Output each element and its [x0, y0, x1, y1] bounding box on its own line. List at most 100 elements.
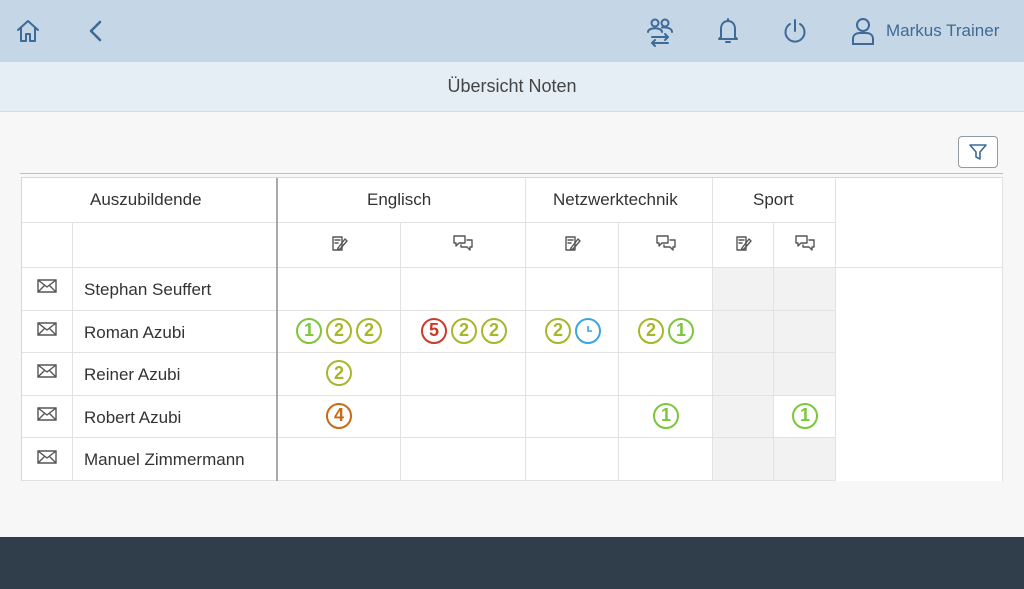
grade-cell[interactable] — [774, 353, 836, 396]
home-icon — [17, 20, 39, 42]
grade-badge[interactable]: 2 — [638, 317, 664, 344]
column-header-label: Auszubildende — [90, 190, 202, 209]
grade-cell[interactable] — [713, 353, 774, 396]
mail-button[interactable] — [22, 353, 73, 396]
exam-icon — [562, 233, 582, 258]
exam-icon — [329, 233, 349, 258]
header-blank-cell — [22, 223, 73, 268]
grade-cell[interactable] — [401, 438, 526, 481]
mail-icon — [36, 405, 58, 428]
grade-cell[interactable] — [619, 353, 713, 396]
grade-cell[interactable] — [713, 268, 774, 311]
grade-cell[interactable] — [619, 438, 713, 481]
header-filler-cell — [836, 178, 1003, 268]
column-header-trainees[interactable]: Auszubildende — [22, 178, 277, 223]
grade-badge[interactable]: 2 — [326, 360, 352, 387]
grade-cell[interactable] — [774, 310, 836, 354]
subcolumn-header-oral[interactable] — [401, 223, 526, 268]
grade-badge[interactable]: 2 — [481, 317, 507, 344]
filter-icon — [969, 144, 987, 160]
shell-header: Markus Trainer — [0, 0, 1024, 62]
grade-cell[interactable] — [526, 438, 619, 481]
bell-icon — [718, 18, 738, 43]
grade-cell[interactable] — [713, 310, 774, 354]
subcolumn-header-oral[interactable] — [774, 223, 836, 268]
subject-header-sport[interactable]: Sport — [713, 178, 836, 223]
trainee-name-cell[interactable]: Reiner Azubi — [73, 353, 277, 396]
trainee-name-cell[interactable]: Roman Azubi — [73, 310, 277, 354]
grade-cell[interactable] — [713, 438, 774, 481]
pending-grade-clock-icon[interactable] — [575, 317, 601, 344]
trainee-name: Reiner Azubi — [84, 365, 181, 385]
grade-cell[interactable] — [277, 268, 401, 311]
grade-cell[interactable] — [401, 395, 526, 439]
subject-header-netzwerktechnik[interactable]: Netzwerktechnik — [526, 178, 713, 223]
oral-icon — [794, 233, 816, 258]
user-menu[interactable]: Markus Trainer — [850, 13, 999, 49]
grade-badge[interactable]: 1 — [653, 402, 679, 429]
grade-cell[interactable]: 1 — [774, 395, 836, 439]
grade-cell[interactable] — [526, 268, 619, 311]
grade-cell[interactable] — [619, 268, 713, 311]
grade-badge[interactable]: 2 — [451, 317, 477, 344]
footer-bar — [0, 537, 1024, 589]
trainee-name-cell[interactable]: Stephan Seuffert — [73, 268, 277, 311]
switch-users-button[interactable] — [642, 13, 678, 49]
trainee-name-cell[interactable]: Robert Azubi — [73, 395, 277, 439]
toolbar-divider — [20, 173, 1003, 174]
grade-badge[interactable]: 4 — [326, 402, 352, 429]
grade-badge[interactable]: 5 — [421, 317, 447, 344]
subject-label: Netzwerktechnik — [553, 190, 678, 209]
user-icon — [852, 18, 874, 45]
subject-header-englisch[interactable]: Englisch — [277, 178, 526, 223]
subcolumn-header-exam[interactable] — [526, 223, 619, 268]
filter-button[interactable] — [958, 136, 998, 168]
mail-button[interactable] — [22, 395, 73, 439]
grade-cell[interactable] — [713, 395, 774, 439]
grade-badge[interactable]: 1 — [668, 317, 694, 344]
trainee-name: Stephan Seuffert — [84, 280, 212, 299]
grade-cell[interactable] — [401, 353, 526, 396]
mail-button[interactable] — [22, 268, 73, 311]
grade-badge[interactable]: 2 — [356, 317, 382, 344]
subcolumn-header-exam[interactable] — [713, 223, 774, 268]
mail-button[interactable] — [22, 310, 73, 354]
grade-cell[interactable] — [526, 395, 619, 439]
grade-badge[interactable]: 2 — [545, 317, 571, 344]
subcolumn-header-oral[interactable] — [619, 223, 713, 268]
grade-cell[interactable]: 1 — [619, 395, 713, 439]
mail-icon — [36, 277, 58, 300]
subject-label: Sport — [753, 190, 794, 209]
trainee-name-cell[interactable]: Manuel Zimmermann — [73, 438, 277, 481]
home-button[interactable] — [10, 13, 46, 49]
grade-badge[interactable]: 1 — [792, 402, 818, 429]
trainee-name: Roman Azubi — [84, 322, 186, 342]
grade-cell[interactable]: 2 — [277, 353, 401, 396]
mail-icon — [36, 362, 58, 385]
grade-badge[interactable]: 2 — [326, 317, 352, 344]
user-name: Markus Trainer — [886, 21, 1000, 40]
notifications-button[interactable] — [710, 13, 746, 49]
oral-icon — [655, 233, 677, 258]
page-header: Übersicht Noten — [0, 62, 1024, 112]
mail-button[interactable] — [22, 438, 73, 481]
grade-cell[interactable]: 2 — [526, 310, 619, 354]
subcolumn-header-exam[interactable] — [277, 223, 401, 268]
back-button[interactable] — [78, 13, 114, 49]
back-icon — [89, 20, 102, 42]
logout-button[interactable] — [777, 13, 813, 49]
filler-cell — [836, 268, 1003, 481]
power-icon — [784, 19, 806, 43]
header-blank-cell — [73, 223, 277, 268]
grade-cell[interactable] — [401, 268, 526, 311]
grade-cell[interactable] — [774, 438, 836, 481]
oral-icon — [452, 233, 474, 258]
grade-cell[interactable] — [526, 353, 619, 396]
grade-badge[interactable]: 1 — [296, 317, 322, 344]
grade-cell[interactable] — [774, 268, 836, 311]
grade-cell[interactable] — [277, 438, 401, 481]
grade-cell[interactable]: 4 — [277, 395, 401, 439]
